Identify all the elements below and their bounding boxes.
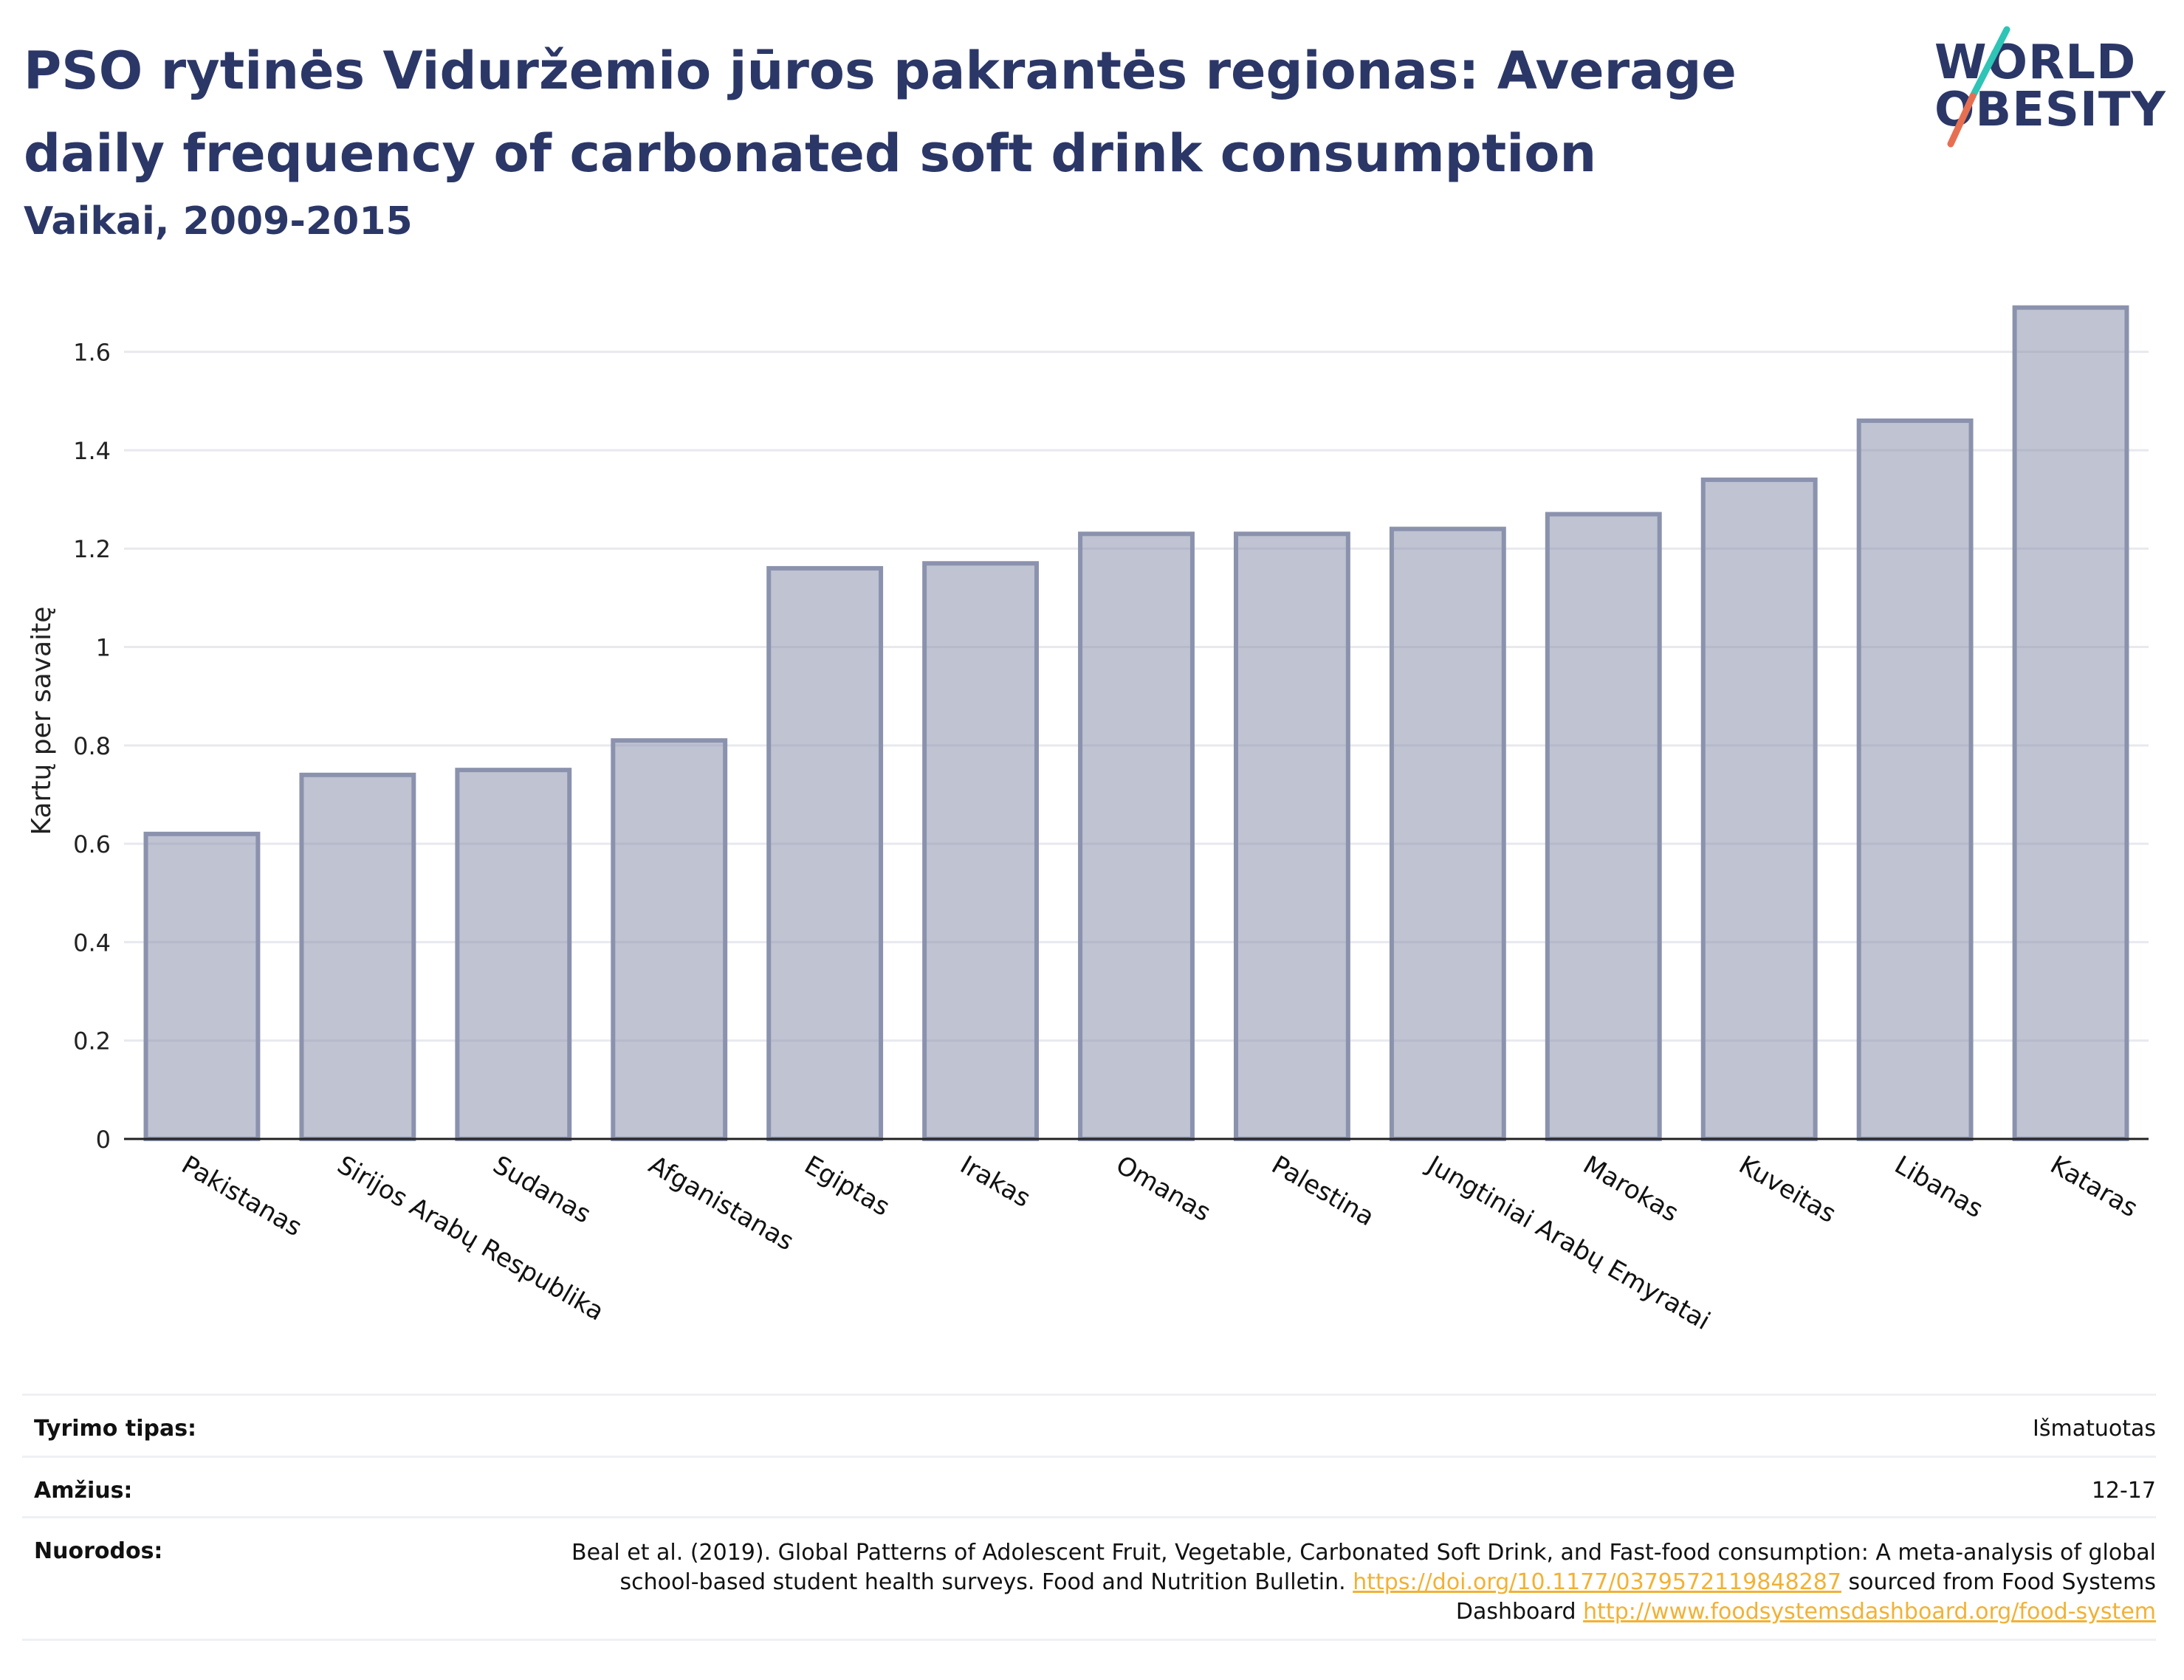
study-type-label: Tyrimo tipas: xyxy=(34,1416,197,1442)
x-tick-label: Irakas xyxy=(955,1150,1036,1213)
bar xyxy=(1233,531,1350,1141)
bar xyxy=(611,738,728,1141)
chart-title: PSO rytinės Viduržemio jūros pakrantės r… xyxy=(24,41,1737,184)
logo-line1: WORLD xyxy=(1934,35,2137,90)
doi-link[interactable]: https://doi.org/10.1177/0379572119848287 xyxy=(1353,1569,1841,1595)
x-tick-label: Egiptas xyxy=(800,1150,895,1222)
x-tick-label: Pakistanas xyxy=(176,1150,307,1242)
dashboard-link[interactable]: http://www.foodsystemsdashboard.org/food… xyxy=(1583,1599,2156,1625)
bar xyxy=(766,565,884,1141)
y-tick-label: 0.2 xyxy=(73,1027,111,1056)
table-divider xyxy=(22,1394,2156,1396)
bar xyxy=(1389,526,1506,1141)
x-tick-label: Libanas xyxy=(1889,1150,1988,1224)
study-type-value: Išmatuotas xyxy=(2033,1416,2156,1442)
x-tick-label: Afganistanas xyxy=(644,1150,799,1256)
bar xyxy=(2012,305,2129,1142)
bar xyxy=(299,772,416,1141)
x-tick-label: Kuveitas xyxy=(1734,1150,1841,1229)
y-tick-label: 0 xyxy=(96,1126,111,1154)
bar xyxy=(143,831,261,1141)
x-tick-label: Sirijos Arabų Respublika xyxy=(332,1150,609,1326)
chart-subtitle: Vaikai, 2009-2015 xyxy=(24,199,413,244)
bar xyxy=(1856,418,1974,1141)
bar xyxy=(922,561,1040,1141)
table-divider xyxy=(22,1516,2156,1518)
x-tick-label: Sudanas xyxy=(488,1150,596,1229)
y-tick-label: 1.6 xyxy=(73,339,111,367)
y-tick-label: 0.4 xyxy=(73,929,111,957)
bar xyxy=(1545,512,1662,1141)
y-tick-label: 0.6 xyxy=(73,830,111,858)
bar-chart: 0 0.2 0.4 0.6 0.8 1 1.2 1.4 1.6 Kartų per savaitę… xyxy=(27,305,2149,1336)
bar xyxy=(455,768,572,1142)
bar xyxy=(1700,477,1818,1141)
age-value: 12-17 xyxy=(2091,1478,2156,1504)
x-tick-label: Palestina xyxy=(1266,1150,1379,1232)
x-tick-label: Jungtiniai Arabų Emyratai xyxy=(1421,1149,1715,1336)
table-divider xyxy=(22,1639,2156,1641)
x-tick-label: Kataras xyxy=(2045,1150,2143,1223)
references-value: Beal et al. (2019). Global Patterns of A… xyxy=(569,1538,2156,1627)
reference-source-text: sourced from Food Systems Dashboard xyxy=(1455,1569,2156,1625)
y-tick-label: 0.8 xyxy=(73,732,111,760)
y-tick-label: 1.2 xyxy=(73,535,111,563)
x-tick-label: Omanas xyxy=(1111,1150,1216,1228)
x-tick-label: Marokas xyxy=(1578,1150,1683,1228)
references-label: Nuorodos: xyxy=(34,1538,163,1564)
y-tick-label: 1.4 xyxy=(73,437,111,465)
y-tick-label: 1 xyxy=(96,634,111,662)
bar xyxy=(1078,531,1195,1141)
table-divider xyxy=(22,1456,2156,1458)
age-label: Amžius: xyxy=(34,1478,133,1504)
y-axis-title: Kartų per savaitę xyxy=(27,607,57,836)
reference-text: Beal et al. (2019). Global Patterns of A… xyxy=(571,1540,2156,1595)
logo-slash-icon xyxy=(1947,26,2010,148)
